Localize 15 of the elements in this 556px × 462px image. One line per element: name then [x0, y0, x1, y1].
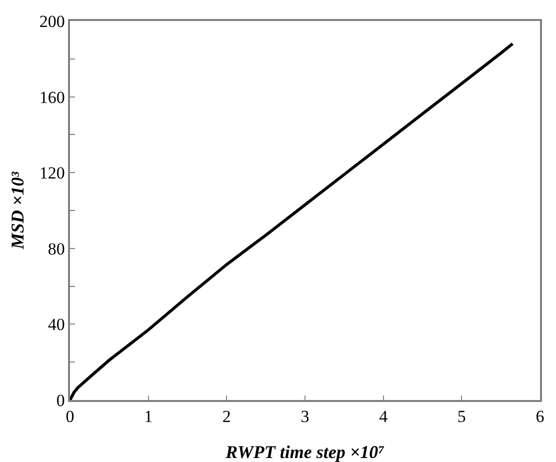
y-tick-label: 160: [39, 88, 65, 107]
x-tick-label: 6: [536, 407, 544, 426]
y-tick-label: 40: [48, 315, 65, 334]
x-tick-label: 3: [300, 407, 310, 426]
x-tick-label: 5: [457, 407, 466, 426]
x-tick-label: 4: [379, 407, 388, 426]
x-axis-title: RWPT time step ×10⁷: [224, 442, 386, 462]
line-series: [70, 42, 514, 400]
x-tick-label: 1: [144, 407, 153, 426]
y-tick-label: 0: [56, 390, 65, 410]
y-tick-label: 80: [48, 239, 65, 258]
y-tick-label: 120: [39, 164, 65, 183]
y-axis-title: MSD ×10³: [8, 171, 28, 250]
y-tick-label: 200: [39, 12, 65, 31]
x-tick-label: 2: [222, 407, 231, 426]
